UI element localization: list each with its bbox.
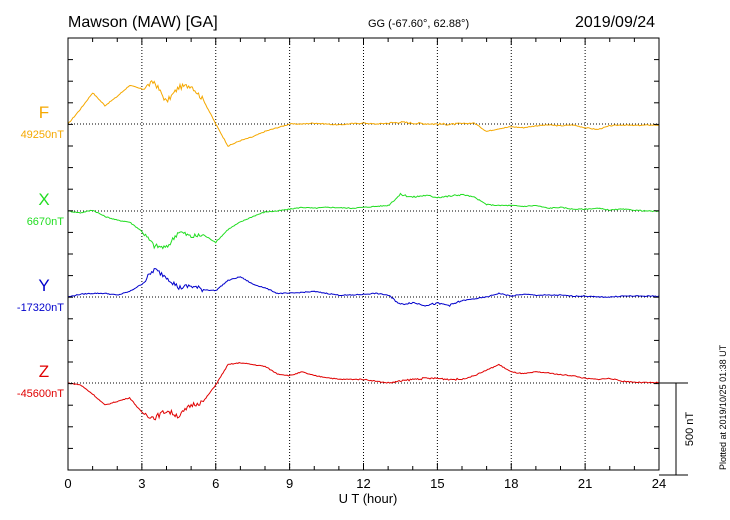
x-tick-label: 0 <box>64 476 71 491</box>
axis-ticks: 0 3 6 9 12 15 18 21 24 <box>64 38 666 491</box>
x-tick-label: 3 <box>138 476 145 491</box>
header-station: Mawson (MAW) [GA] <box>68 14 218 31</box>
series-lines <box>67 80 660 421</box>
series-line-x <box>67 192 660 250</box>
series-line-f <box>67 80 660 148</box>
x-tick-label: 15 <box>430 476 444 491</box>
series-baseline-label-y: -17320nT <box>17 302 64 314</box>
series-baseline-label-f: 49250nT <box>21 129 65 141</box>
x-tick-label: 6 <box>212 476 219 491</box>
scale-bar: 500 nT <box>659 382 696 476</box>
scale-bar-label: 500 nT <box>684 412 696 447</box>
x-tick-label: 9 <box>286 476 293 491</box>
x-tick-label: 24 <box>652 476 666 491</box>
series-name-x: X <box>38 190 49 209</box>
series-labels: F 49250nT X 6670nT Y -17320nT Z -45600nT <box>17 103 64 400</box>
series-baseline-label-x: 6670nT <box>27 216 65 228</box>
series-line-z <box>67 362 660 421</box>
plotted-note: Plotted at 2019/10/25 01:38 UT <box>718 344 728 470</box>
series-name-z: Z <box>39 362 49 381</box>
series-line-y <box>67 268 660 307</box>
header-date: 2019/09/24 <box>575 14 656 31</box>
series-name-y: Y <box>38 276 49 295</box>
grid-lines <box>141 38 586 470</box>
header-coords: GG (-67.60°, 62.88°) <box>368 18 470 30</box>
baseline-lines <box>68 123 659 384</box>
x-axis-label: U T (hour) <box>339 491 398 506</box>
x-tick-label: 21 <box>578 476 592 491</box>
x-tick-label: 18 <box>504 476 518 491</box>
series-name-f: F <box>39 103 49 122</box>
x-tick-label: 12 <box>356 476 370 491</box>
series-baseline-label-z: -45600nT <box>17 388 64 400</box>
